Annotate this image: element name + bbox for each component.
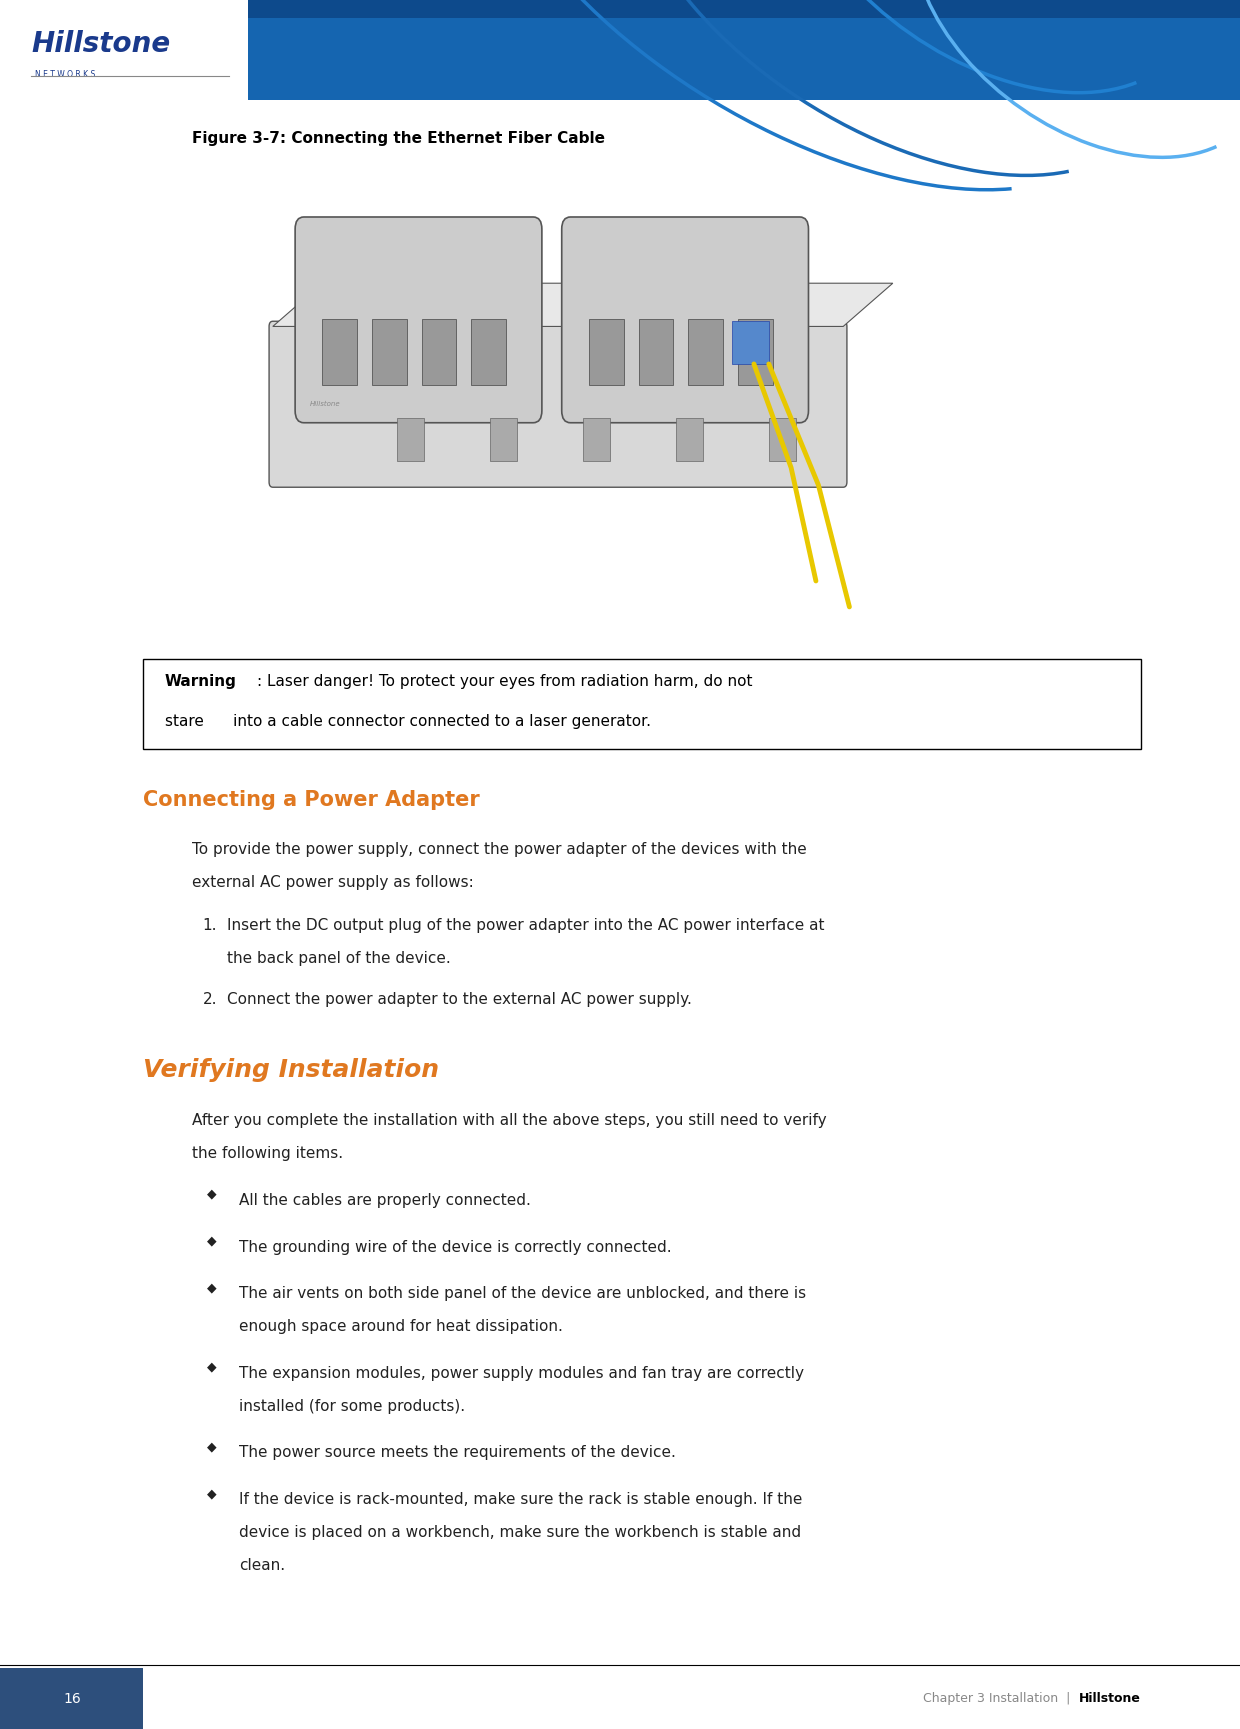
Text: stare      into a cable connector connected to a laser generator.: stare into a cable connector connected t… [165, 714, 651, 730]
Bar [0, 1668, 143, 1729]
Bar [471, 320, 506, 386]
Text: 2.: 2. [202, 992, 217, 1008]
Bar [738, 320, 773, 386]
Text: : Laser danger! To protect your eyes from radiation harm, do not: : Laser danger! To protect your eyes fro… [257, 674, 753, 690]
Text: ◆: ◆ [207, 1487, 217, 1501]
Bar [639, 320, 673, 386]
Text: Figure 3-7: Connecting the Ethernet Fiber Cable: Figure 3-7: Connecting the Ethernet Fibe… [192, 131, 605, 147]
Text: If the device is rack-mounted, make sure the rack is stable enough. If the: If the device is rack-mounted, make sure… [239, 1492, 802, 1508]
Text: clean.: clean. [239, 1558, 285, 1573]
Text: the following items.: the following items. [192, 1146, 343, 1162]
Text: Warning: Warning [165, 674, 237, 690]
Text: Chapter 3 Installation  |: Chapter 3 Installation | [924, 1693, 1079, 1705]
Bar [372, 320, 407, 386]
Bar [0, 0, 273, 100]
FancyBboxPatch shape [562, 218, 808, 424]
Bar [583, 418, 610, 462]
Text: 16: 16 [63, 1691, 81, 1707]
Text: external AC power supply as follows:: external AC power supply as follows: [192, 875, 474, 890]
Text: The air vents on both side panel of the device are unblocked, and there is: The air vents on both side panel of the … [239, 1286, 806, 1302]
Text: ◆: ◆ [207, 1281, 217, 1295]
Text: ◆: ◆ [207, 1440, 217, 1454]
Text: device is placed on a workbench, make sure the workbench is stable and: device is placed on a workbench, make su… [239, 1525, 801, 1541]
Bar [490, 418, 517, 462]
Bar [676, 418, 703, 462]
Text: After you complete the installation with all the above steps, you still need to : After you complete the installation with… [192, 1113, 827, 1129]
Text: N E T W O R K S: N E T W O R K S [35, 71, 95, 80]
Text: installed (for some products).: installed (for some products). [239, 1399, 465, 1414]
Polygon shape [273, 284, 893, 327]
Text: ◆: ◆ [207, 1235, 217, 1248]
Text: Hillstone: Hillstone [31, 29, 170, 59]
Bar [248, 0, 1240, 17]
Bar [211, 166, 1029, 624]
Text: ◆: ◆ [207, 1188, 217, 1202]
Bar [422, 320, 456, 386]
Bar [769, 418, 796, 462]
Text: 1.: 1. [202, 918, 217, 934]
Text: The power source meets the requirements of the device.: The power source meets the requirements … [239, 1445, 676, 1461]
Text: The expansion modules, power supply modules and fan tray are correctly: The expansion modules, power supply modu… [239, 1366, 805, 1381]
Text: Hillstone: Hillstone [310, 401, 341, 408]
Bar [732, 322, 769, 365]
Bar [688, 320, 723, 386]
Bar [248, 0, 1240, 100]
Text: enough space around for heat dissipation.: enough space around for heat dissipation… [239, 1319, 563, 1335]
Text: the back panel of the device.: the back panel of the device. [227, 951, 450, 967]
Bar [322, 320, 357, 386]
Text: The grounding wire of the device is correctly connected.: The grounding wire of the device is corr… [239, 1240, 672, 1255]
Text: All the cables are properly connected.: All the cables are properly connected. [239, 1193, 531, 1209]
Text: Verifying Installation: Verifying Installation [143, 1058, 439, 1082]
Text: Connecting a Power Adapter: Connecting a Power Adapter [143, 790, 480, 811]
Text: Connect the power adapter to the external AC power supply.: Connect the power adapter to the externa… [227, 992, 692, 1008]
Bar [143, 659, 1141, 749]
Text: Hillstone: Hillstone [1079, 1693, 1141, 1705]
Bar [397, 418, 424, 462]
Text: Insert the DC output plug of the power adapter into the AC power interface at: Insert the DC output plug of the power a… [227, 918, 825, 934]
FancyBboxPatch shape [295, 218, 542, 424]
Bar [589, 320, 624, 386]
FancyBboxPatch shape [269, 322, 847, 488]
Text: To provide the power supply, connect the power adapter of the devices with the: To provide the power supply, connect the… [192, 842, 807, 858]
Text: ◆: ◆ [207, 1361, 217, 1375]
